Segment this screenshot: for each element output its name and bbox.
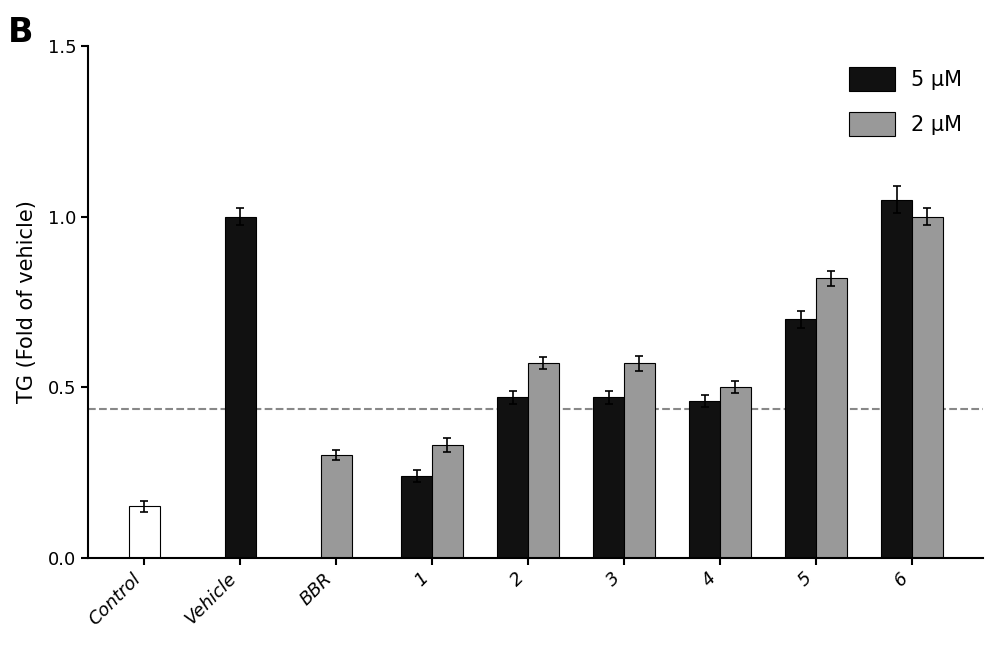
- Bar: [881, 200, 912, 557]
- Bar: [912, 217, 943, 557]
- Bar: [497, 397, 528, 557]
- Bar: [432, 445, 463, 557]
- Y-axis label: TG (Fold of vehicle): TG (Fold of vehicle): [17, 201, 37, 404]
- Bar: [720, 387, 751, 557]
- Bar: [785, 319, 816, 557]
- Bar: [129, 506, 160, 557]
- Bar: [528, 363, 559, 557]
- Legend: 5 μM, 2 μM: 5 μM, 2 μM: [839, 57, 973, 146]
- Text: B: B: [8, 15, 33, 49]
- Bar: [593, 397, 624, 557]
- Bar: [689, 401, 720, 557]
- Bar: [401, 476, 432, 557]
- Bar: [624, 363, 655, 557]
- Bar: [321, 455, 352, 557]
- Bar: [816, 278, 847, 557]
- Bar: [225, 217, 256, 557]
